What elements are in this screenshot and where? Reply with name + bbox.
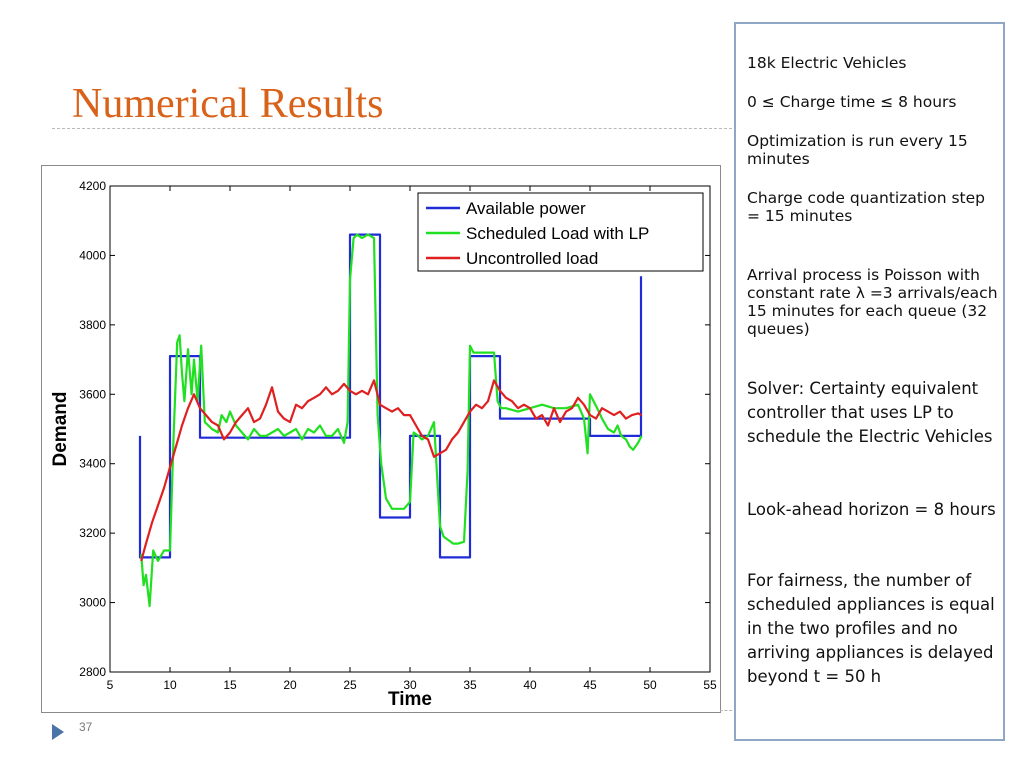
- y-tick-label: 2800: [79, 665, 106, 679]
- uncontrolled-load-line: [140, 379, 643, 562]
- title-divider: [52, 128, 732, 129]
- note-solver: Solver: Certainty equivalent controller …: [747, 379, 993, 446]
- page-number: 37: [79, 720, 93, 734]
- x-tick-label: 5: [107, 678, 114, 692]
- legend-box: [417, 192, 704, 272]
- y-tick-label: 4200: [79, 179, 106, 193]
- x-tick-label: 25: [343, 678, 357, 692]
- x-tick-label: 30: [403, 678, 417, 692]
- x-axis-label: Time: [388, 689, 432, 710]
- x-tick-label: 20: [283, 678, 297, 692]
- scheduled-load-line: [140, 233, 643, 608]
- footer-divider: [720, 710, 732, 711]
- x-tick-label: 10: [163, 678, 177, 692]
- y-tick-label: 3600: [79, 387, 106, 401]
- slide-title: Numerical Results: [72, 81, 384, 127]
- x-tick-label: 35: [463, 678, 477, 692]
- y-tick-label: 3400: [79, 457, 106, 471]
- y-tick-label: 4000: [79, 248, 106, 262]
- legend-label-scheduled-load: Scheduled Load with LP: [466, 224, 649, 243]
- x-tick-label: 50: [643, 678, 657, 692]
- note-arrival-process: Arrival process is Poisson with constant…: [747, 266, 998, 338]
- note-quantization-step: Charge code quantization step = 15 minut…: [747, 189, 986, 225]
- chart-legend: Available power Scheduled Load with LP U…: [417, 192, 704, 272]
- y-tick-label: 3000: [79, 596, 106, 610]
- note-fairness: For fairness, the number of scheduled ap…: [747, 571, 995, 686]
- slide-bullet-arrow-icon: [52, 724, 64, 740]
- y-axis-label: Demand: [50, 392, 71, 467]
- x-tick-label: 45: [583, 678, 597, 692]
- line-chart: 5 10 15 20 25 30 35 40 45 50 55 2800 3000 3200 3400 360…: [50, 179, 717, 710]
- legend-label-uncontrolled-load: Uncontrolled load: [466, 249, 598, 268]
- y-tick-label: 3200: [79, 526, 106, 540]
- y-tick-label: 3800: [79, 318, 106, 332]
- chart-panel: 5 10 15 20 25 30 35 40 45 50 55 2800 3000 3200 3400 360…: [41, 165, 721, 713]
- note-optimization-frequency: Optimization is run every 15 minutes: [747, 132, 968, 168]
- x-tick-label: 15: [223, 678, 237, 692]
- note-vehicles: 18k Electric Vehicles: [747, 54, 907, 72]
- x-tick-label: 55: [703, 678, 717, 692]
- series-layer: [138, 233, 643, 608]
- legend-label-available-power: Available power: [466, 199, 586, 218]
- x-tick-label: 40: [523, 678, 537, 692]
- note-charge-time: 0 ≤ Charge time ≤ 8 hours: [747, 93, 957, 111]
- side-notes-panel: 18k Electric Vehicles 0 ≤ Charge time ≤ …: [734, 22, 1005, 741]
- tick-layer: 5 10 15 20 25 30 35 40 45 50 55 2800 3000 3200 3400 360…: [79, 179, 717, 692]
- note-look-ahead: Look-ahead horizon = 8 hours: [747, 500, 996, 519]
